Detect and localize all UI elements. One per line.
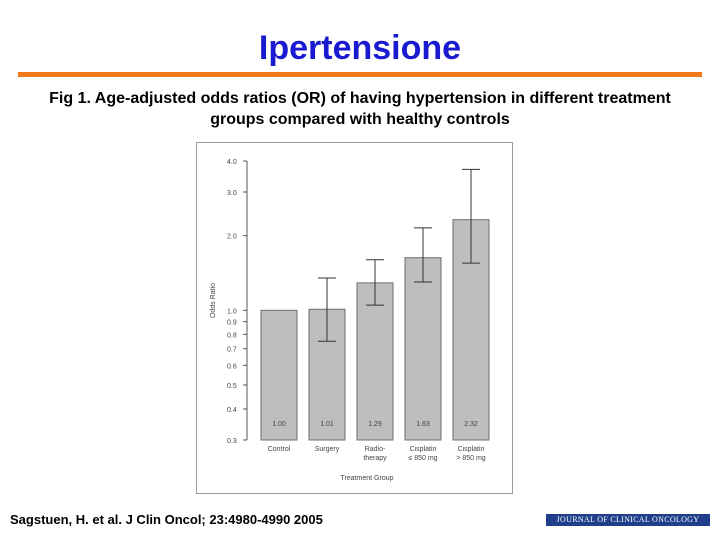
data-label: 1.00 [272, 421, 286, 428]
y-tick-label: 0.9 [227, 320, 237, 327]
x-category-label: > 850 mg [456, 455, 485, 462]
y-tick-label: 0.4 [227, 407, 237, 414]
y-tick-label: 3.0 [227, 190, 237, 197]
title-rule [18, 72, 702, 77]
bar [404, 257, 442, 441]
data-label: 2.32 [464, 421, 478, 428]
x-category-label: therapy [363, 455, 387, 462]
slide-title: Ipertensione [258, 29, 462, 67]
y-tick-label: 0.8 [227, 332, 237, 339]
chart-figure: 0.3 0.4 0.5 0.6 0.7 0.8 0.9 1.0 2.0 3.0 4.0 Odds Ra… [196, 142, 513, 494]
x-category-label: Radio- [365, 446, 386, 453]
x-category-label: Cisplatin [458, 446, 485, 453]
odds-ratio-bar-chart: 0.3 0.4 0.5 0.6 0.7 0.8 0.9 1.0 2.0 3.0 4.0 Odds Ra… [210, 159, 490, 482]
y-tick-label: 0.5 [227, 383, 237, 390]
data-label: 1.01 [320, 421, 334, 428]
figure-caption: Fig 1. Age-adjusted odds ratios (OR) of … [49, 90, 671, 128]
x-axis-title: Treatment Group [340, 475, 393, 482]
x-category-label: ≤ 850 mg [408, 455, 437, 462]
bar [356, 282, 394, 441]
journal-logo: JOURNAL OF CLINICAL ONCOLOGY [546, 514, 710, 526]
x-category-label: Surgery [315, 446, 340, 453]
y-tick-label: 2.0 [227, 234, 237, 241]
x-category-label: Cisplatin [410, 446, 437, 453]
y-tick-label: 1.0 [227, 308, 237, 315]
y-axis-title: Odds Ratio [210, 283, 217, 318]
bar [260, 309, 298, 441]
x-category-label: Control [268, 446, 291, 453]
data-label: 1.29 [368, 421, 382, 428]
y-tick-label: 4.0 [227, 159, 237, 166]
y-tick-label: 0.7 [227, 347, 237, 354]
data-label: 1.63 [416, 421, 430, 428]
y-tick-label: 0.3 [227, 438, 237, 445]
citation: Sagstuen, H. et al. J Clin Oncol; 23:498… [10, 512, 323, 527]
y-tick-label: 0.6 [227, 363, 237, 370]
